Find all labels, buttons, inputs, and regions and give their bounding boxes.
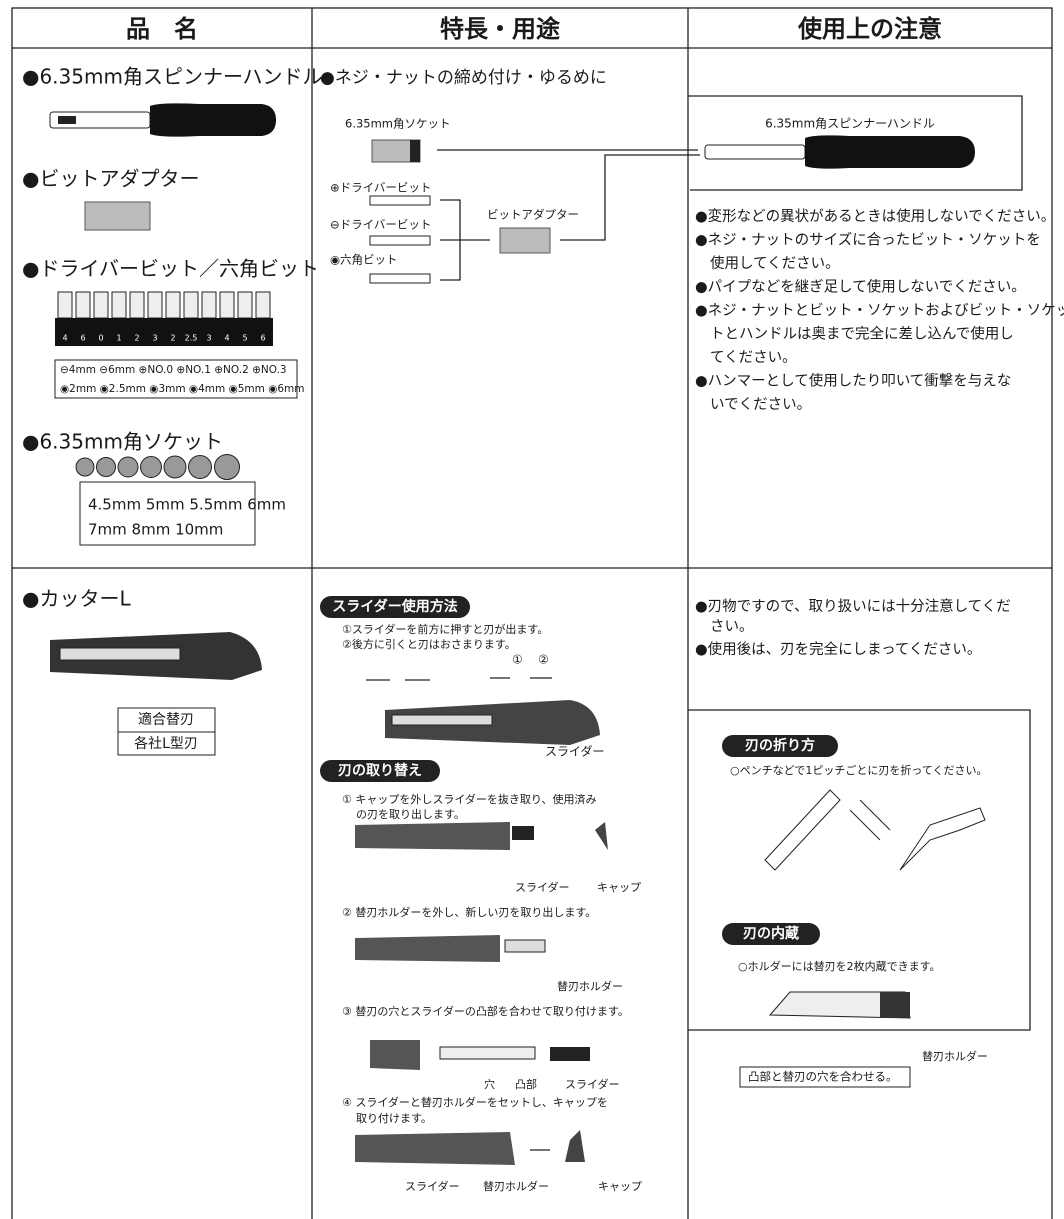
- callout: スライダー: [515, 880, 570, 894]
- row1-illustrations: [49, 95, 1023, 546]
- socket-sizes: 7mm 8mm 10mm: [88, 521, 223, 539]
- caution-line: てください。: [710, 349, 797, 366]
- bit-label: 2: [134, 334, 139, 343]
- bit-label: 6: [80, 334, 85, 343]
- caution-line: 使用してください。: [710, 255, 840, 272]
- instruction-line: ②後方に引くと刃はおさまります。: [342, 637, 516, 651]
- part-label: 6.35mm角ソケット: [345, 117, 451, 131]
- callout: 替刃ホルダー: [922, 1049, 988, 1063]
- bit-label: 3: [152, 334, 157, 343]
- callout: 穴: [484, 1077, 495, 1091]
- callout: キャップ: [597, 881, 641, 894]
- pill: [722, 923, 820, 945]
- part-label: ◉六角ビット: [330, 253, 398, 267]
- part-label: ⊕ドライバービット: [330, 181, 431, 195]
- pill: [320, 596, 470, 618]
- section-title: 刃の内蔵: [743, 925, 799, 942]
- pill: [722, 735, 838, 757]
- bit-label: 5: [242, 334, 247, 343]
- caution-line: ●ハンマーとして使用したり叩いて衝撃を与えな: [695, 373, 1011, 390]
- column-header: 使用上の注意: [797, 15, 942, 43]
- product-name: ●ドライバービット／六角ビット: [22, 257, 319, 281]
- callout: 凸部: [515, 1077, 537, 1091]
- instruction-line: の刃を取り出します。: [356, 807, 465, 821]
- callout: キャップ: [598, 1180, 642, 1193]
- instruction-line: ○ペンチなどで1ピッチごとに刃を折ってください。: [730, 763, 988, 777]
- row2-illustrations: [50, 632, 1031, 1165]
- bit-label: 1: [116, 334, 121, 343]
- instruction-line: 取り付けます。: [356, 1112, 432, 1125]
- bit-label: 0: [98, 334, 103, 343]
- bit-label: 4: [62, 334, 67, 343]
- callout: 替刃ホルダー: [557, 979, 623, 993]
- column-header: 品 名: [126, 15, 198, 43]
- bit-sizes: ◉2mm ◉2.5mm ◉3mm ◉4mm ◉5mm ◉6mm: [60, 383, 305, 395]
- bit-label: 4: [224, 334, 229, 343]
- instruction-line: ② 替刃ホルダーを外し、新しい刃を取り出します。: [342, 905, 596, 919]
- product-name: ●6.35mm角スピンナーハンドル: [22, 65, 323, 89]
- caution-line: ●変形などの異状があるときは使用しないでください。: [695, 208, 1055, 225]
- caution-line: いでください。: [710, 396, 811, 413]
- blade-table-cell: 各社L型刃: [134, 736, 198, 752]
- note: 凸部と替刃の穴を合わせる。: [748, 1070, 898, 1084]
- part-label: ⊖ドライバービット: [330, 218, 431, 232]
- section-title: スライダー使用方法: [332, 598, 457, 615]
- caution-line: さい。: [710, 618, 754, 635]
- table-grid: [11, 7, 1053, 1219]
- bit-label: 3: [206, 334, 211, 343]
- product-name: ●ビットアダプター: [22, 167, 199, 191]
- bit-label: 2: [170, 334, 175, 343]
- instruction-line: ①スライダーを前方に押すと刃が出ます。: [342, 622, 548, 636]
- instruction-line: ○ホルダーには替刃を2枚内蔵できます。: [738, 959, 941, 973]
- bit-sizes: ⊖4mm ⊖6mm ⊕NO.0 ⊕NO.1 ⊕NO.2 ⊕NO.3: [60, 364, 287, 376]
- callout: 替刃ホルダー: [483, 1179, 549, 1193]
- callout: スライダー: [565, 1077, 620, 1091]
- caution-line: ●パイプなどを継ぎ足して使用しないでください。: [695, 279, 1026, 296]
- instruction-line: ③ 替刃の穴とスライダーの凸部を合わせて取り付けます。: [342, 1004, 629, 1018]
- callout: スライダー: [405, 1179, 460, 1193]
- part-label: 6.35mm角スピンナーハンドル: [765, 117, 935, 131]
- instruction-line: ④ スライダーと替刃ホルダーをセットし、キャップを: [342, 1095, 608, 1109]
- instruction-line: ① キャップを外しスライダーを抜き取り、使用済み: [342, 792, 596, 806]
- callout: スライダー: [545, 744, 605, 759]
- column-header: 特長・用途: [440, 15, 561, 43]
- section-title: 刃の折り方: [745, 737, 815, 754]
- bit-label: 2.5: [185, 334, 198, 343]
- callout: ①: [512, 653, 523, 667]
- pill: [320, 760, 440, 782]
- caution-line: ●使用後は、刃を完全にしまってください。: [695, 640, 981, 658]
- caution-line: トとハンドルは奥まで完全に差し込んで使用し: [710, 325, 1014, 343]
- use-title: ●ネジ・ナットの締め付け・ゆるめに: [320, 68, 607, 88]
- blade-table-cell: 適合替刃: [138, 711, 194, 728]
- section-title: 刃の取り替え: [338, 762, 422, 779]
- product-name: ●カッターL: [22, 587, 131, 611]
- part-label: ビットアダプター: [487, 208, 579, 222]
- product-name: ●6.35mm角ソケット: [22, 430, 223, 454]
- socket-sizes: 4.5mm 5mm 5.5mm 6mm: [88, 496, 286, 514]
- caution-line: ●ネジ・ナットとビット・ソケットおよびビット・ソケッ: [695, 302, 1064, 319]
- bit-label: 6: [260, 334, 265, 343]
- callout: ②: [538, 653, 549, 667]
- caution-line: ●刃物ですので、取り扱いには十分注意してくだ: [695, 597, 1011, 615]
- caution-line: ●ネジ・ナットのサイズに合ったビット・ソケットを: [695, 232, 1041, 249]
